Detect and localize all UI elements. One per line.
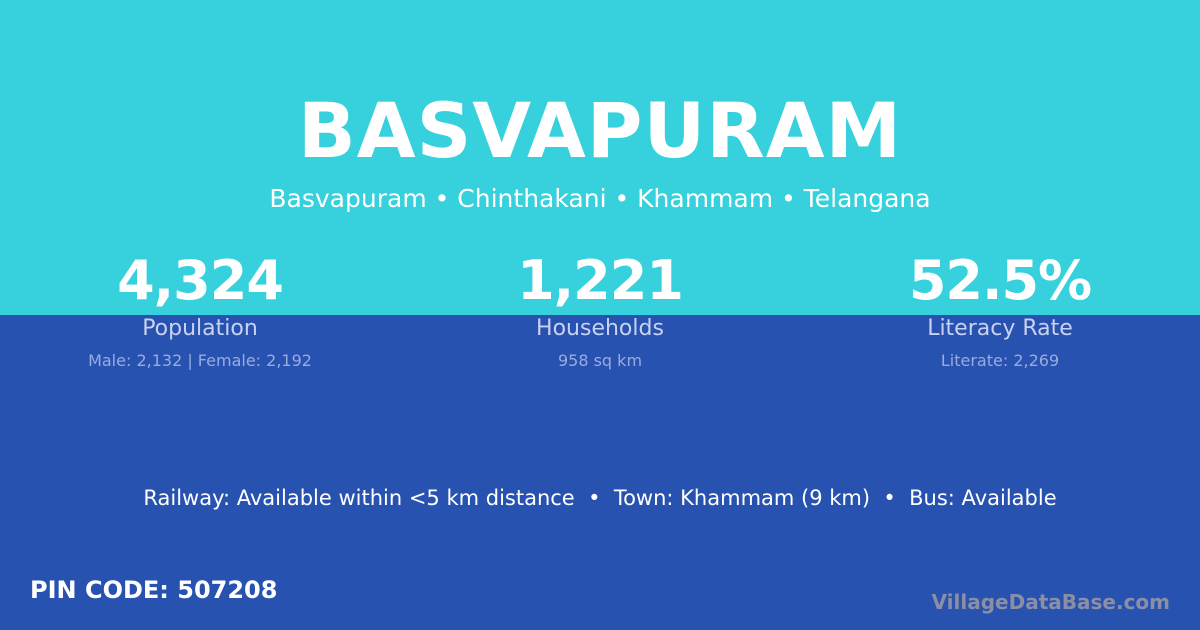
stat-label: Literacy Rate: [927, 316, 1073, 341]
header-band: [0, 0, 1200, 315]
stat-literacy: 52.5% Literacy Rate Literate: 2,269: [800, 249, 1200, 371]
amenities-info: Railway: Available within <5 km distance…: [143, 486, 1057, 510]
lower-band: [0, 315, 1200, 630]
stat-value: 1,221: [517, 249, 684, 312]
stat-value: 52.5%: [908, 249, 1092, 312]
pin-code: PIN CODE: 507208: [30, 576, 278, 604]
stat-detail: Literate: 2,269: [940, 351, 1060, 370]
location-breadcrumb: Basvapuram • Chinthakani • Khammam • Tel…: [269, 184, 931, 213]
stat-label: Households: [536, 316, 664, 341]
brand-logo: VillageDataBase.com: [931, 590, 1170, 614]
stat-label: Population: [142, 316, 258, 341]
village-title: BASVAPURAM: [297, 86, 903, 175]
stat-households: 1,221 Households 958 sq km: [400, 249, 800, 371]
stat-value: 4,324: [117, 249, 284, 312]
stat-population: 4,324 Population Male: 2,132 | Female: 2…: [0, 249, 400, 371]
stat-detail: Male: 2,132 | Female: 2,192: [88, 351, 312, 370]
stat-detail: 958 sq km: [557, 351, 643, 370]
